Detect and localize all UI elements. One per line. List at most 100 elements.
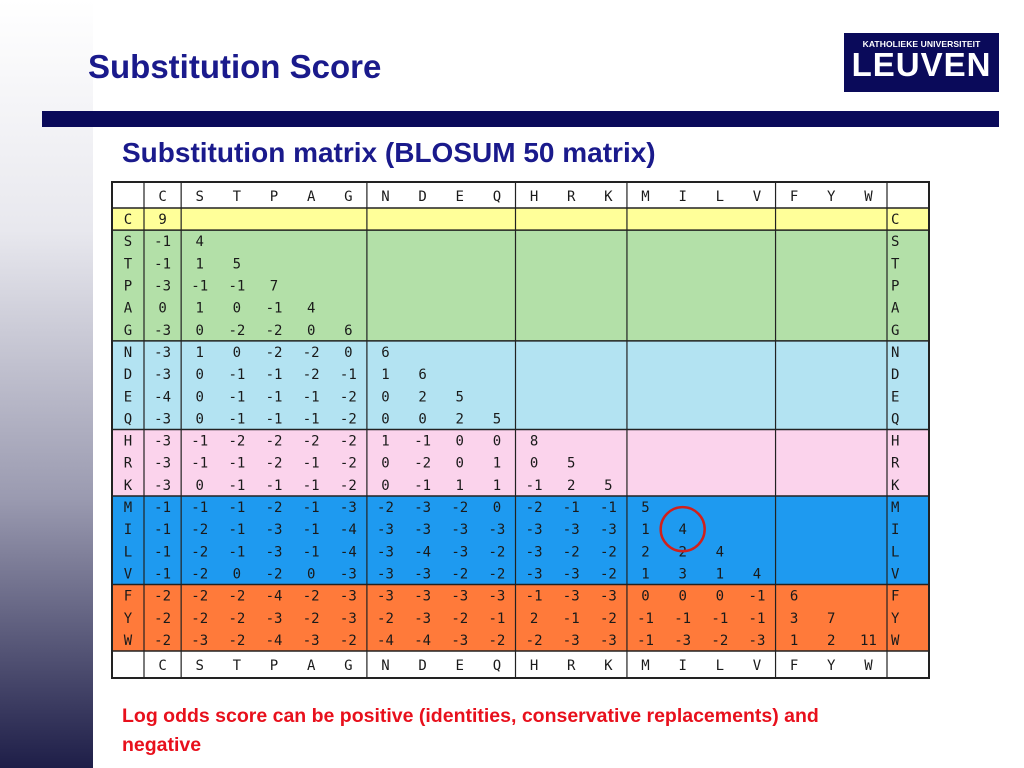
university-logo: KATHOLIEKE UNIVERSITEIT LEUVEN bbox=[844, 33, 999, 92]
score-K-T: -1 bbox=[228, 478, 245, 494]
row-label-T: T bbox=[124, 256, 133, 272]
score-F-G: -3 bbox=[340, 589, 357, 605]
score-F-R: -3 bbox=[563, 589, 580, 605]
score-A-C: 0 bbox=[158, 301, 166, 317]
score-V-P: -2 bbox=[266, 566, 283, 582]
row-label-right-E: E bbox=[891, 389, 899, 405]
score-Y-Y: 7 bbox=[827, 611, 835, 627]
row-label-right-Q: Q bbox=[891, 411, 899, 427]
score-E-D: 2 bbox=[418, 389, 426, 405]
col-footer-M: M bbox=[641, 658, 649, 674]
score-K-N: 0 bbox=[381, 478, 389, 494]
row-label-Y: Y bbox=[124, 611, 133, 627]
matrix-frame bbox=[111, 181, 930, 679]
score-L-N: -3 bbox=[377, 544, 394, 560]
score-F-F: 6 bbox=[790, 589, 798, 605]
score-G-T: -2 bbox=[228, 323, 245, 339]
row-label-right-N: N bbox=[891, 345, 899, 361]
score-E-P: -1 bbox=[266, 389, 283, 405]
row-label-right-Y: Y bbox=[891, 611, 900, 627]
score-W-K: -3 bbox=[600, 633, 617, 649]
row-label-right-L: L bbox=[891, 544, 899, 560]
score-K-K: 5 bbox=[604, 478, 612, 494]
row-label-A: A bbox=[124, 301, 133, 317]
score-T-C: -1 bbox=[154, 256, 171, 272]
score-C-C: 9 bbox=[158, 212, 166, 228]
score-L-H: -3 bbox=[526, 544, 543, 560]
score-L-M: 2 bbox=[641, 544, 649, 560]
col-header-L: L bbox=[716, 189, 724, 205]
score-Q-N: 0 bbox=[381, 411, 389, 427]
score-M-C: -1 bbox=[154, 500, 171, 516]
row-label-D: D bbox=[124, 367, 132, 383]
score-Y-R: -1 bbox=[563, 611, 580, 627]
score-K-S: 0 bbox=[196, 478, 204, 494]
score-E-E: 5 bbox=[456, 389, 464, 405]
score-I-T: -1 bbox=[228, 522, 245, 538]
score-L-T: -1 bbox=[228, 544, 245, 560]
score-V-A: 0 bbox=[307, 566, 315, 582]
score-Y-E: -2 bbox=[451, 611, 468, 627]
score-W-N: -4 bbox=[377, 633, 394, 649]
score-K-G: -2 bbox=[340, 478, 357, 494]
score-Y-D: -3 bbox=[414, 611, 431, 627]
col-header-T: T bbox=[233, 189, 242, 205]
row-label-Q: Q bbox=[124, 411, 132, 427]
score-F-L: 0 bbox=[716, 589, 724, 605]
row-label-I: I bbox=[124, 522, 132, 538]
col-header-W: W bbox=[864, 189, 873, 205]
score-W-Y: 2 bbox=[827, 633, 835, 649]
score-M-D: -3 bbox=[414, 500, 431, 516]
score-I-M: 1 bbox=[641, 522, 649, 538]
score-N-S: 1 bbox=[196, 345, 204, 361]
col-footer-K: K bbox=[604, 658, 613, 674]
col-footer-I: I bbox=[678, 658, 686, 674]
row-label-right-S: S bbox=[891, 234, 899, 250]
score-F-E: -3 bbox=[451, 589, 468, 605]
score-Y-S: -2 bbox=[191, 611, 208, 627]
score-V-E: -2 bbox=[451, 566, 468, 582]
score-H-D: -1 bbox=[414, 434, 431, 450]
score-F-T: -2 bbox=[228, 589, 245, 605]
score-L-D: -4 bbox=[414, 544, 431, 560]
score-P-C: -3 bbox=[154, 279, 171, 295]
score-P-S: -1 bbox=[191, 279, 208, 295]
col-footer-F: F bbox=[790, 658, 798, 674]
col-header-N: N bbox=[381, 189, 389, 205]
score-A-A: 4 bbox=[307, 301, 315, 317]
score-M-K: -1 bbox=[600, 500, 617, 516]
score-D-S: 0 bbox=[196, 367, 204, 383]
score-W-R: -3 bbox=[563, 633, 580, 649]
col-footer-V: V bbox=[753, 658, 762, 674]
score-Y-K: -2 bbox=[600, 611, 617, 627]
score-N-N: 6 bbox=[381, 345, 389, 361]
slide-title: Substitution Score bbox=[88, 48, 382, 85]
score-F-I: 0 bbox=[678, 589, 686, 605]
row-label-R: R bbox=[124, 456, 133, 472]
score-K-C: -3 bbox=[154, 478, 171, 494]
row-label-right-A: A bbox=[891, 301, 900, 317]
score-W-D: -4 bbox=[414, 633, 431, 649]
score-R-C: -3 bbox=[154, 456, 171, 472]
row-label-N: N bbox=[124, 345, 132, 361]
score-Y-N: -2 bbox=[377, 611, 394, 627]
score-W-F: 1 bbox=[790, 633, 798, 649]
score-P-P: 7 bbox=[270, 279, 278, 295]
score-G-P: -2 bbox=[266, 323, 283, 339]
col-footer-H: H bbox=[530, 658, 538, 674]
score-L-Q: -2 bbox=[488, 544, 505, 560]
score-Q-D: 0 bbox=[418, 411, 426, 427]
score-S-S: 4 bbox=[196, 234, 204, 250]
score-V-V: 4 bbox=[753, 566, 761, 582]
col-footer-W: W bbox=[864, 658, 873, 674]
score-A-P: -1 bbox=[266, 301, 283, 317]
row-label-P: P bbox=[124, 279, 132, 295]
col-header-Q: Q bbox=[493, 189, 501, 205]
score-V-R: -3 bbox=[563, 566, 580, 582]
score-H-A: -2 bbox=[303, 434, 320, 450]
score-V-S: -2 bbox=[191, 566, 208, 582]
score-D-T: -1 bbox=[228, 367, 245, 383]
row-label-E: E bbox=[124, 389, 132, 405]
score-R-G: -2 bbox=[340, 456, 357, 472]
